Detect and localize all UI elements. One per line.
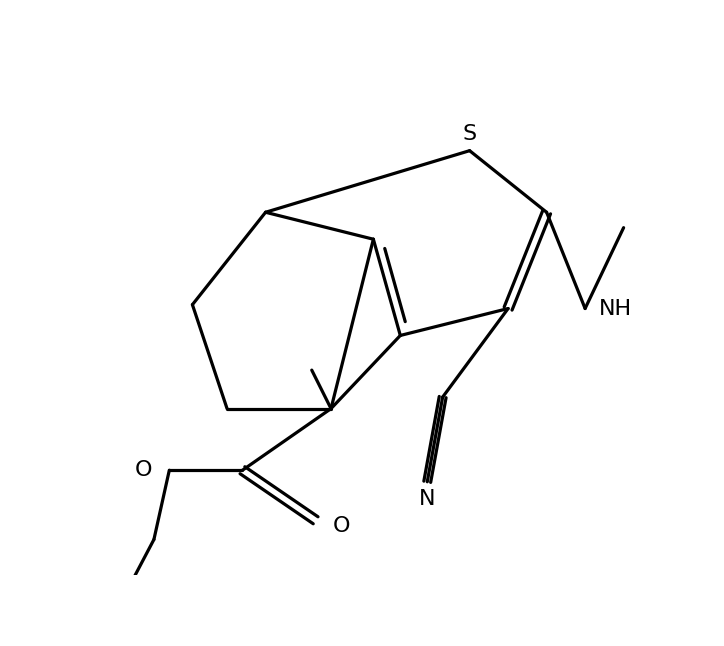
Text: N: N [419,489,436,508]
Text: O: O [135,460,152,480]
Text: O: O [332,516,350,536]
Text: S: S [463,124,476,143]
Text: NH: NH [599,298,632,318]
